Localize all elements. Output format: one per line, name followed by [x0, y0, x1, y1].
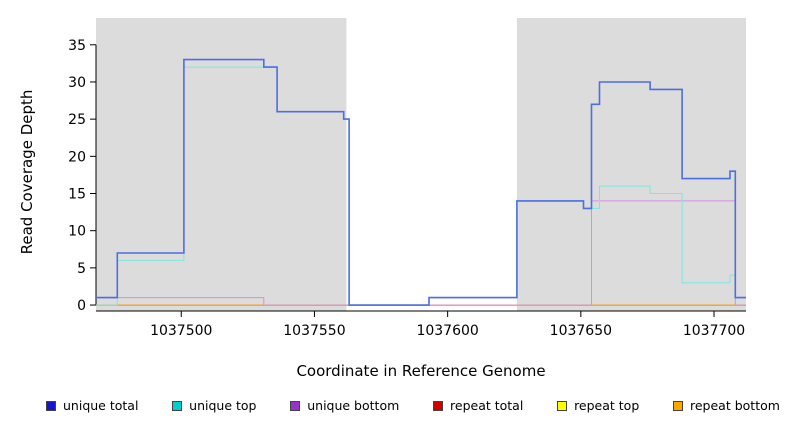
legend-item: repeat top: [557, 398, 639, 413]
y-tick-label: 5: [77, 261, 86, 277]
y-axis-title: Read Coverage Depth: [18, 89, 36, 255]
legend-label: repeat top: [574, 398, 640, 413]
y-tick-label: 30: [68, 75, 86, 91]
legend-label: repeat total: [450, 398, 524, 413]
legend-item: unique total: [46, 398, 138, 413]
legend-swatch: [673, 400, 683, 411]
legend-item: unique top: [172, 398, 256, 413]
x-tick-label: 1037600: [416, 323, 478, 339]
legend-item: unique bottom: [290, 398, 399, 413]
highlight-region: [516, 18, 746, 311]
x-tick-label: 1037650: [550, 323, 612, 339]
x-tick-label: 1037700: [683, 323, 745, 339]
legend-swatch: [557, 400, 568, 411]
legend: unique total unique top unique bottom repea…: [46, 398, 780, 413]
y-tick-label: 20: [68, 149, 86, 165]
legend-swatch: [172, 400, 183, 411]
y-tick-label: 35: [68, 38, 86, 54]
legend-swatch: [290, 400, 301, 411]
legend-label: unique bottom: [307, 398, 400, 413]
legend-swatch: [433, 400, 444, 411]
legend-item: repeat bottom: [673, 398, 780, 413]
legend-item: repeat total: [433, 398, 523, 413]
highlight-region: [96, 18, 347, 311]
y-tick-label: 15: [68, 187, 86, 203]
legend-label: repeat bottom: [690, 398, 780, 413]
series-unique-total: [96, 58, 746, 306]
legend-label: unique total: [63, 398, 139, 413]
y-tick-label: 10: [68, 224, 86, 240]
x-tick-label: 1037500: [150, 323, 212, 339]
x-tick-label: 1037550: [283, 323, 345, 339]
x-axis-title: Coordinate in Reference Genome: [296, 362, 546, 380]
y-tick-label: 0: [77, 298, 86, 314]
y-tick-label: 25: [68, 112, 86, 128]
legend-swatch: [46, 400, 56, 411]
legend-label: unique top: [189, 398, 257, 413]
